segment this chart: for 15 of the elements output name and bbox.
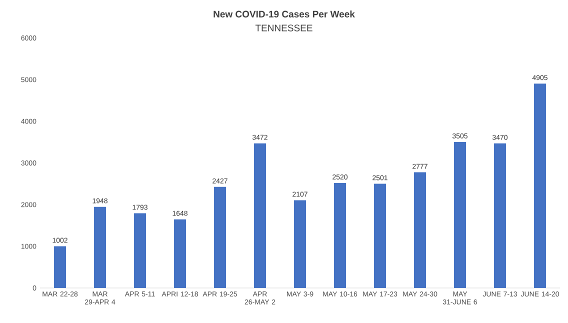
bar [494, 143, 506, 288]
bar [374, 184, 386, 288]
bar [534, 84, 546, 288]
bar [454, 142, 466, 288]
bar [174, 219, 186, 288]
bar [254, 143, 266, 288]
chart-subtitle: TENNESSEE [255, 24, 312, 32]
bar [94, 206, 106, 288]
bar [214, 186, 226, 288]
bar [334, 182, 346, 288]
bar [134, 213, 146, 288]
bar [414, 172, 426, 288]
bar [294, 200, 306, 288]
chart-title: New COVID-19 Cases Per Week [214, 10, 355, 18]
bar [54, 246, 66, 288]
